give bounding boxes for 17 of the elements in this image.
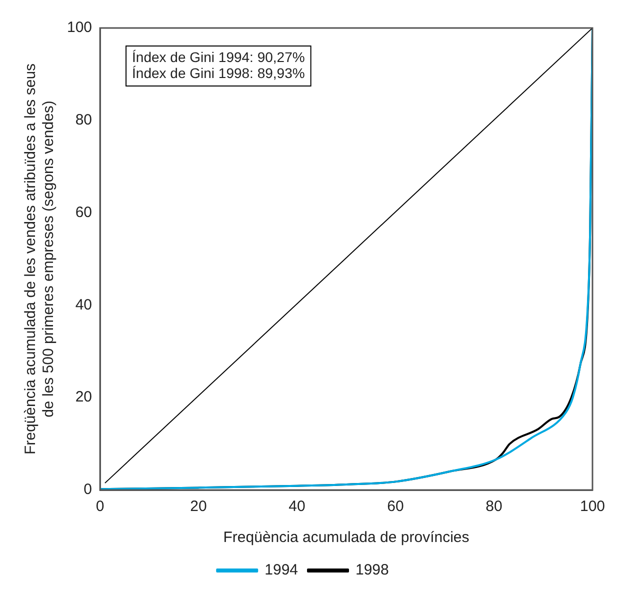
x-tick-label: 40 — [288, 498, 306, 516]
x-tick-label: 0 — [96, 498, 104, 516]
y-tick-label: 80 — [75, 112, 92, 129]
x-tick-label: 60 — [387, 498, 404, 516]
x-axis-title: Freqüència acumulada de províncies — [223, 529, 470, 546]
y-tick-label: 20 — [75, 388, 92, 406]
legend-label: 1998 — [356, 562, 389, 579]
y-axis-title: Freqüència acumulada de les vendes atribuïdes a les seus de les 500 primeres empreses (segons vendes) — [22, 63, 58, 455]
y-tick-label: 100 — [66, 19, 92, 36]
x-tick-label: 100 — [580, 498, 605, 516]
x-tick-label: 20 — [190, 498, 207, 516]
legend-label: 1994 — [264, 562, 298, 579]
x-tick-label: 80 — [486, 498, 502, 516]
y-tick-label: 0 — [84, 481, 92, 498]
y-tick-label: 60 — [75, 204, 92, 221]
annotation: Índex de Gini 1994: 90,27% Índex de Gini 1998: 89,93% — [132, 48, 305, 81]
y-tick-label: 40 — [75, 296, 92, 314]
